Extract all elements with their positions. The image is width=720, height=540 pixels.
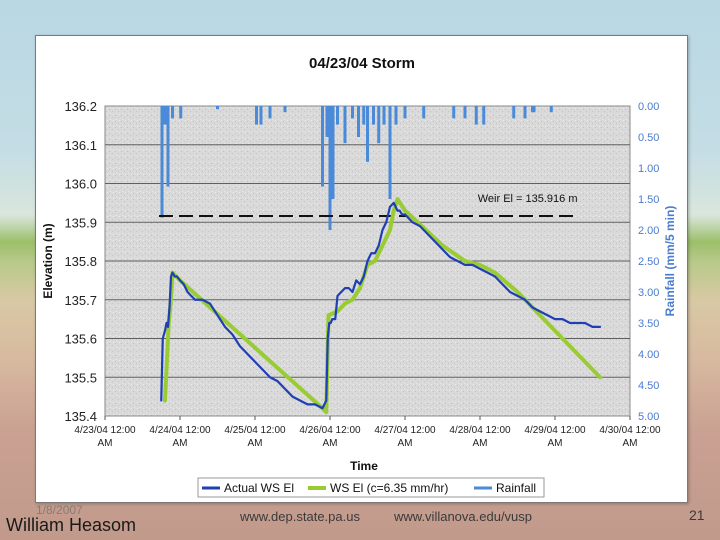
weir-annotation: Weir El = 135.916 m (478, 193, 578, 205)
slide-date: 1/8/2007 (36, 503, 83, 517)
x-tick-label: AM (398, 438, 413, 449)
y2-tick-label: 4.50 (638, 380, 659, 392)
y-tick-label: 135.8 (64, 254, 97, 269)
slide-author: William Heasom (6, 515, 137, 535)
chart-panel: 04/23/04 Storm 135.4 135.5 135.6 135.7 135.8… (35, 35, 688, 503)
legend-box (197, 477, 545, 498)
legend-model-label: WS El (c=6.35 mm/hr) (330, 481, 448, 495)
y2-tick-label: 5.00 (638, 411, 659, 423)
y-tick-label: 135.4 (64, 409, 97, 424)
page-number: 21 (689, 507, 705, 523)
y-tick-label: 136.1 (64, 138, 97, 153)
actual-series (160, 201, 602, 410)
y-tick-label: 135.6 (64, 332, 97, 347)
y2-tick-label: 2.50 (638, 256, 659, 268)
x-tick-label: AM (473, 438, 488, 449)
legend-rainfall-label: Rainfall (496, 481, 536, 495)
x-tick-label: AM (323, 438, 338, 449)
x-tick-label: AM (248, 438, 263, 449)
x-tick-label: 4/29/04 12:00 (524, 425, 586, 436)
x-axis-label: Time (350, 459, 378, 473)
y2-tick-label: 1.00 (638, 163, 659, 175)
x-tick-label: 4/30/04 12:00 (599, 425, 661, 436)
x-tick-label: 4/27/04 12:00 (374, 425, 436, 436)
legend-actual-label: Actual WS El (224, 481, 294, 495)
y-tick-label: 135.9 (64, 215, 97, 230)
y2-tick-label: 0.00 (638, 101, 659, 113)
y-axis-ticks: 135.4 135.5 135.6 135.7 135.8 135.9 136.0 136.1… (64, 99, 97, 424)
actual-line (160, 201, 602, 410)
footer-url-villanova: www.villanova.edu/vusp (394, 509, 533, 524)
x-tick-label: AM (173, 438, 188, 449)
y-tick-label: 135.5 (64, 370, 97, 385)
rainfall-series (160, 106, 553, 230)
x-tick-label: AM (548, 438, 563, 449)
y2-axis-label: Rainfall (mm/5 min) (663, 206, 677, 317)
x-tick-label: 4/26/04 12:00 (299, 425, 361, 436)
y-tick-label: 136.0 (64, 177, 97, 192)
y2-tick-label: 0.50 (638, 132, 659, 144)
y2-axis-ticks: 0.00 0.50 1.00 1.50 2.00 2.50 3.00 3.50 4.00 4.50… (638, 101, 659, 423)
x-axis-ticks: 4/23/04 12:00 AM 4/24/04 12:00 AM 4/25/04 12… (74, 416, 661, 449)
x-tick-label: 4/28/04 12:00 (449, 425, 511, 436)
x-tick-label: AM (98, 438, 113, 449)
legend: Actual WS El WS El (c=6.35 mm/hr) Rainfa… (197, 477, 545, 498)
y-tick-label: 135.7 (64, 293, 97, 308)
x-tick-label: AM (623, 438, 638, 449)
chart-title: 04/23/04 Storm (309, 55, 415, 72)
x-tick-label: 4/25/04 12:00 (224, 425, 286, 436)
y2-tick-label: 1.50 (638, 194, 659, 206)
y2-tick-label: 4.00 (638, 349, 659, 361)
x-tick-label: 4/23/04 12:00 (74, 425, 136, 436)
chart: 04/23/04 Storm 135.4 135.5 135.6 135.7 135.8… (41, 55, 677, 498)
y-axis-label: Elevation (m) (41, 223, 55, 298)
y2-tick-label: 3.00 (638, 287, 659, 299)
x-tick-label: 4/24/04 12:00 (149, 425, 211, 436)
y2-tick-label: 2.00 (638, 225, 659, 237)
grid-lines (105, 144, 630, 378)
y-tick-label: 136.2 (64, 99, 97, 114)
footer-url-dep: www.dep.state.pa.us (240, 509, 360, 524)
y2-tick-label: 3.50 (638, 318, 659, 330)
